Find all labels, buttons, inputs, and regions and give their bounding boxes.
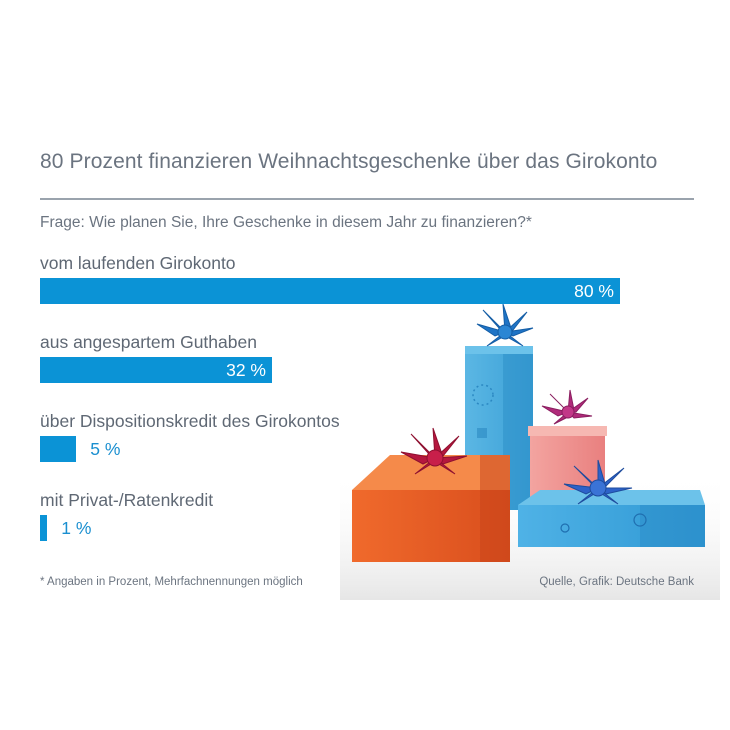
category-label: aus angespartem Guthaben [40, 332, 257, 352]
bar [40, 278, 620, 304]
page-title: 80 Prozent finanzieren Weihnachtsgeschen… [40, 150, 658, 173]
question-text: Frage: Wie planen Sie, Ihre Geschenke in… [40, 214, 532, 231]
flat-blue-gift [518, 459, 705, 547]
category-label: mit Privat-/Ratenkredit [40, 490, 214, 510]
bar [40, 436, 77, 462]
value-label: 1 % [61, 518, 92, 538]
category-label: über Dispositionskredit des Girokontos [40, 411, 340, 431]
source-credit: Quelle, Grafik: Deutsche Bank [539, 576, 694, 588]
value-label: 32 % [226, 360, 266, 380]
title-rule [40, 198, 694, 200]
tall-blue-gift [465, 303, 534, 510]
bar [40, 515, 48, 541]
orange-gift [352, 427, 510, 562]
value-label: 5 % [90, 439, 121, 459]
footnote: * Angaben in Prozent, Mehrfachnennungen … [40, 576, 303, 588]
value-label: 80 % [574, 281, 614, 301]
bar [40, 357, 272, 383]
category-label: vom laufenden Girokonto [40, 253, 236, 273]
gift-boxes-illustration [340, 303, 720, 600]
